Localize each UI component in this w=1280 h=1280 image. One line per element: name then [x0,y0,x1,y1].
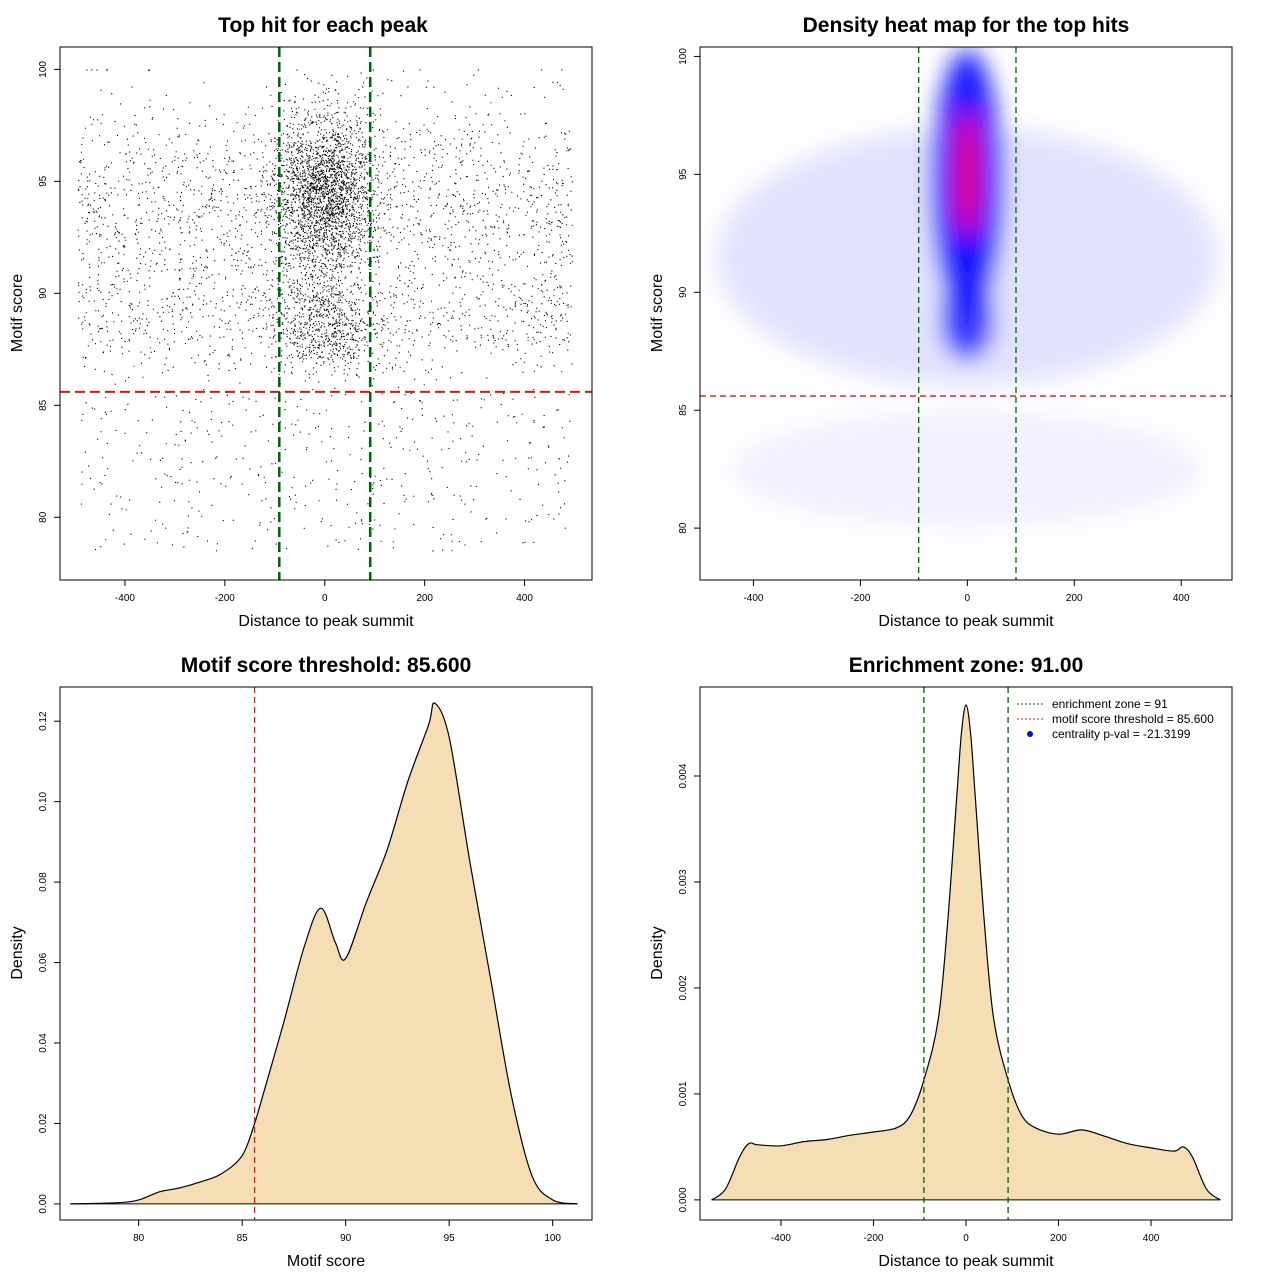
density-haze-low [732,410,1203,529]
legend-label-centrality: centrality p-val = -21.3199 [1052,727,1191,741]
x-tick-label: 0 [963,1233,969,1244]
heatmap-y-label: Motif score [649,274,666,352]
y-tick-label: 80 [678,522,689,534]
y-tick-label: 100 [678,48,689,65]
y-tick-label: 0.004 [678,763,689,788]
scatter-x-label: Distance to peak summit [238,613,414,630]
distance-density-title: Enrichment zone: 91.00 [849,654,1084,677]
x-tick-label: 200 [1050,1233,1067,1244]
y-tick-label: 100 [38,61,49,78]
heatmap-y-axis: 80 85 90 95 100 [678,48,700,534]
scatter-y-axis: 80 85 90 95 100 [38,61,60,523]
y-tick-label: 0.000 [678,1187,689,1212]
x-tick-label: -400 [743,593,763,604]
y-tick-label: 0.10 [38,791,49,811]
heatmap-x-label: Distance to peak summit [878,613,1054,630]
heatmap-x-axis: -400 -200 0 200 400 [743,580,1190,604]
scatter-title: Top hit for each peak [218,14,428,37]
distance-density-x-axis: -400 -200 0 200 400 [771,1220,1160,1244]
x-tick-label: 0 [322,593,328,604]
x-tick-label: -400 [115,593,135,604]
x-tick-label: 90 [340,1233,352,1244]
x-tick-label: 80 [133,1233,145,1244]
score-density-area [70,702,578,1205]
distance-density-y-axis: 0.000 0.001 0.002 0.003 0.004 [678,763,700,1212]
y-tick-label: 0.003 [678,869,689,894]
x-tick-label: -200 [215,593,235,604]
y-tick-label: 90 [38,287,49,299]
x-tick-label: -400 [771,1233,791,1244]
y-tick-label: 90 [678,286,689,298]
density-core-peak [957,113,977,236]
density-curve [711,704,1221,1201]
score-density-y-axis: 0.00 0.02 0.04 0.06 0.08 0.10 0.12 [38,711,60,1214]
y-tick-label: 0.04 [38,1033,49,1053]
y-tick-label: 0.12 [38,711,49,731]
density-curve [70,702,578,1205]
scatter-y-label: Motif score [9,274,26,352]
scatter-points [77,69,573,552]
distance-density-annotations [923,687,1009,1220]
y-tick-label: 85 [678,404,689,416]
y-tick-label: 0.00 [38,1194,49,1214]
legend-label-score-threshold: motif score threshold = 85.600 [1052,712,1214,726]
score-density-x-label: Motif score [287,1253,365,1270]
heatmap-plot-frame [699,46,1233,581]
y-tick-label: 85 [38,399,49,411]
y-tick-label: 95 [678,168,689,180]
score-density-panel: Motif score threshold: 85.600 80 85 90 95 10… [9,654,593,1270]
heatmap-panel: Density heat map for the top hits -400 -2… [649,14,1233,630]
heatmap-annotations [700,47,1232,580]
scatter-annotations [60,47,592,580]
score-density-y-label: Density [9,926,26,979]
x-tick-label: 400 [516,593,533,604]
x-tick-label: 200 [1066,593,1083,604]
score-density-x-axis: 80 85 90 95 100 [133,1220,561,1244]
distance-density-area [711,704,1221,1201]
y-tick-label: 0.001 [678,1081,689,1106]
heatmap-density [716,49,1219,529]
x-tick-label: 400 [1143,1233,1160,1244]
density-fill [711,705,1221,1200]
x-tick-label: 0 [965,593,971,604]
heatmap-title: Density heat map for the top hits [803,14,1130,37]
legend-swatch-centrality [1027,731,1033,737]
x-tick-label: 85 [237,1233,249,1244]
legend-item-enrichment-zone: enrichment zone = 91 [1017,697,1168,711]
scatter-plot-frame [59,46,593,581]
y-tick-label: 0.02 [38,1113,49,1133]
y-tick-label: 80 [38,511,49,523]
legend-label-enrichment-zone: enrichment zone = 91 [1052,697,1168,711]
heatmap-blobs [716,49,1219,529]
scatter-point-cloud [77,69,573,552]
x-tick-label: -200 [850,593,870,604]
distance-density-y-label: Density [649,926,666,979]
scatter-x-axis: -400 -200 0 200 400 [115,580,533,604]
distance-density-x-label: Distance to peak summit [878,1253,1054,1270]
density-secondary-peak [943,282,992,359]
y-tick-label: 0.06 [38,952,49,972]
legend-item-centrality: centrality p-val = -21.3199 [1027,727,1191,741]
distance-density-panel: Enrichment zone: 91.00 -400 -200 0 200 400 0… [649,654,1233,1270]
y-tick-label: 0.08 [38,872,49,892]
score-density-title: Motif score threshold: 85.600 [181,654,472,677]
legend-item-score-threshold: motif score threshold = 85.600 [1017,712,1214,726]
distance-density-legend: enrichment zone = 91 motif score thresho… [1017,697,1214,741]
y-tick-label: 95 [38,175,49,187]
x-tick-label: 95 [444,1233,456,1244]
density-fill [70,702,578,1204]
x-tick-label: 200 [416,593,433,604]
score-density-plot-frame [59,686,593,1221]
x-tick-label: 400 [1173,593,1190,604]
x-tick-label: 100 [544,1233,561,1244]
scatter-panel: Top hit for each peak -400 -200 0 200 400 80… [9,14,593,630]
y-tick-label: 0.002 [678,975,689,1000]
x-tick-label: -200 [863,1233,883,1244]
